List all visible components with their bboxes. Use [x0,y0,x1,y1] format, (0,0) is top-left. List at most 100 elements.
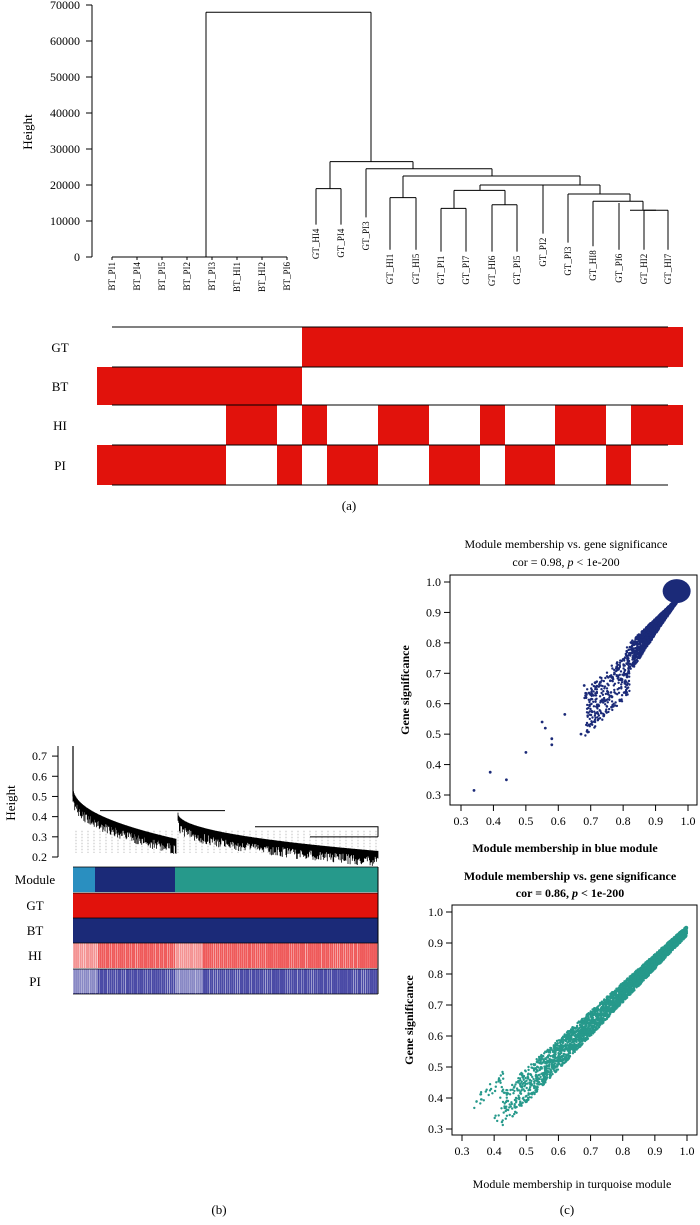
scatter-point [505,1089,507,1091]
scatter-point [584,734,586,736]
panel-c-bottom-title: Module membership vs. gene significance [464,869,677,883]
scatter-point [658,627,660,629]
scatter-point [617,677,619,679]
trait-cell [302,327,683,367]
scatter-point [615,666,618,669]
scatter-points [473,926,688,1126]
trait-cell [429,445,480,485]
scatter-point [606,712,608,714]
trait-cell [327,445,378,485]
scatter-point [622,667,624,669]
scatter-point [649,622,651,624]
leaf-label-gt: GT_PI1 [436,256,446,285]
scatter-point [605,693,607,695]
scatter-point [609,680,611,682]
scatter-point [642,646,644,648]
scatter-point [669,605,671,607]
scatter-point [594,701,596,703]
panel-c-top-plot-frame [450,575,697,805]
scatter-point [599,676,601,678]
scatter-point [651,628,653,630]
panel-c-top-ylabel: Gene significance [398,645,412,735]
scatter-point [607,701,609,703]
panel-a-trait-rows: GTBTHIPI [51,327,683,485]
panel-c-top-xlabel: Module membership in blue module [472,841,658,855]
y-tick-label: 0.2 [32,850,47,864]
leaf-label-gt: GT_HI1 [385,254,395,284]
scatter-point [607,684,609,686]
scatter-point [608,699,610,701]
scatter-point [591,724,593,726]
scatter-point [507,1109,509,1111]
scatter-point [636,644,638,646]
leaf-label-gt: GT_PI3 [563,246,573,275]
scatter-point [589,708,591,710]
panel-c-top-ticks: 0.3 0.4 0.5 0.6 0.7 0.8 0.9 1.00.30.40.50.60.70… [426,575,696,828]
scatter-point [589,703,591,705]
scatter-point [602,715,605,718]
y-tick-label: 0 [74,250,80,264]
scatter-point [603,697,605,699]
scatter-point [611,704,613,706]
scatter-point [634,643,636,645]
scatter-point [639,649,641,651]
scatter-point [640,644,642,646]
scatter-point [663,617,665,619]
scatter-point [628,653,630,655]
scatter-point [628,680,630,682]
gt-cell [73,893,378,918]
leaf-label-bt: BT_PI3 [207,262,217,291]
panel-a-caption: (a) [342,498,356,513]
y-tick-label: 0.8 [426,636,441,650]
panel-c-bottom-points [473,926,688,1126]
scatter-point [608,708,610,710]
scatter-point [631,642,633,644]
scatter-point [597,719,599,721]
scatter-point [599,681,602,684]
color-row-label: HI [28,948,42,963]
scatter-point [550,737,553,740]
scatter-point [621,674,623,676]
scatter-point [596,705,599,708]
scatter-point [646,644,648,646]
scatter-point [592,701,594,703]
scatter-point [590,687,592,689]
scatter-point [628,648,630,650]
scatter-point [601,698,603,700]
scatter-point [644,647,646,649]
y-tick-label: 20000 [50,178,80,192]
scatter-point [601,685,603,687]
scatter-point [616,693,618,695]
scatter-point [623,665,625,667]
panel-c-bottom-subtitle: cor = 0.86, p < 1e-200 [516,886,624,900]
trait-cell [555,405,606,445]
x-tick-label: 0.5 [518,814,533,828]
scatter-point [586,704,588,706]
leaf-label-bt: BT_PI4 [132,262,142,291]
leaf-label-gt: GT_HI6 [487,255,497,286]
panel-a: Height 010000200003000040000500006000070… [20,0,683,513]
scatter-point [658,615,660,617]
scatter-point [563,713,566,716]
scatter-point [655,631,657,633]
scatter-point [591,711,593,713]
scatter-point [633,641,635,643]
panel-c-top-title: Module membership vs. gene significance [465,537,668,551]
dendro-branches [73,786,378,866]
trait-row-label: PI [54,458,66,473]
color-row-label: Module [15,872,56,887]
scatter-point [619,659,621,661]
color-row-label: GT [26,898,43,913]
scatter-point [520,1093,522,1095]
scatter-point [601,719,603,721]
scatter-point [658,624,660,626]
scatter-point [521,1074,523,1076]
scatter-point [662,611,664,613]
scatter-point [532,1078,534,1080]
color-row-label: BT [27,923,44,938]
scatter-point [650,636,652,638]
scatter-point [603,680,605,682]
scatter-point [639,654,641,656]
scatter-point [591,716,593,718]
